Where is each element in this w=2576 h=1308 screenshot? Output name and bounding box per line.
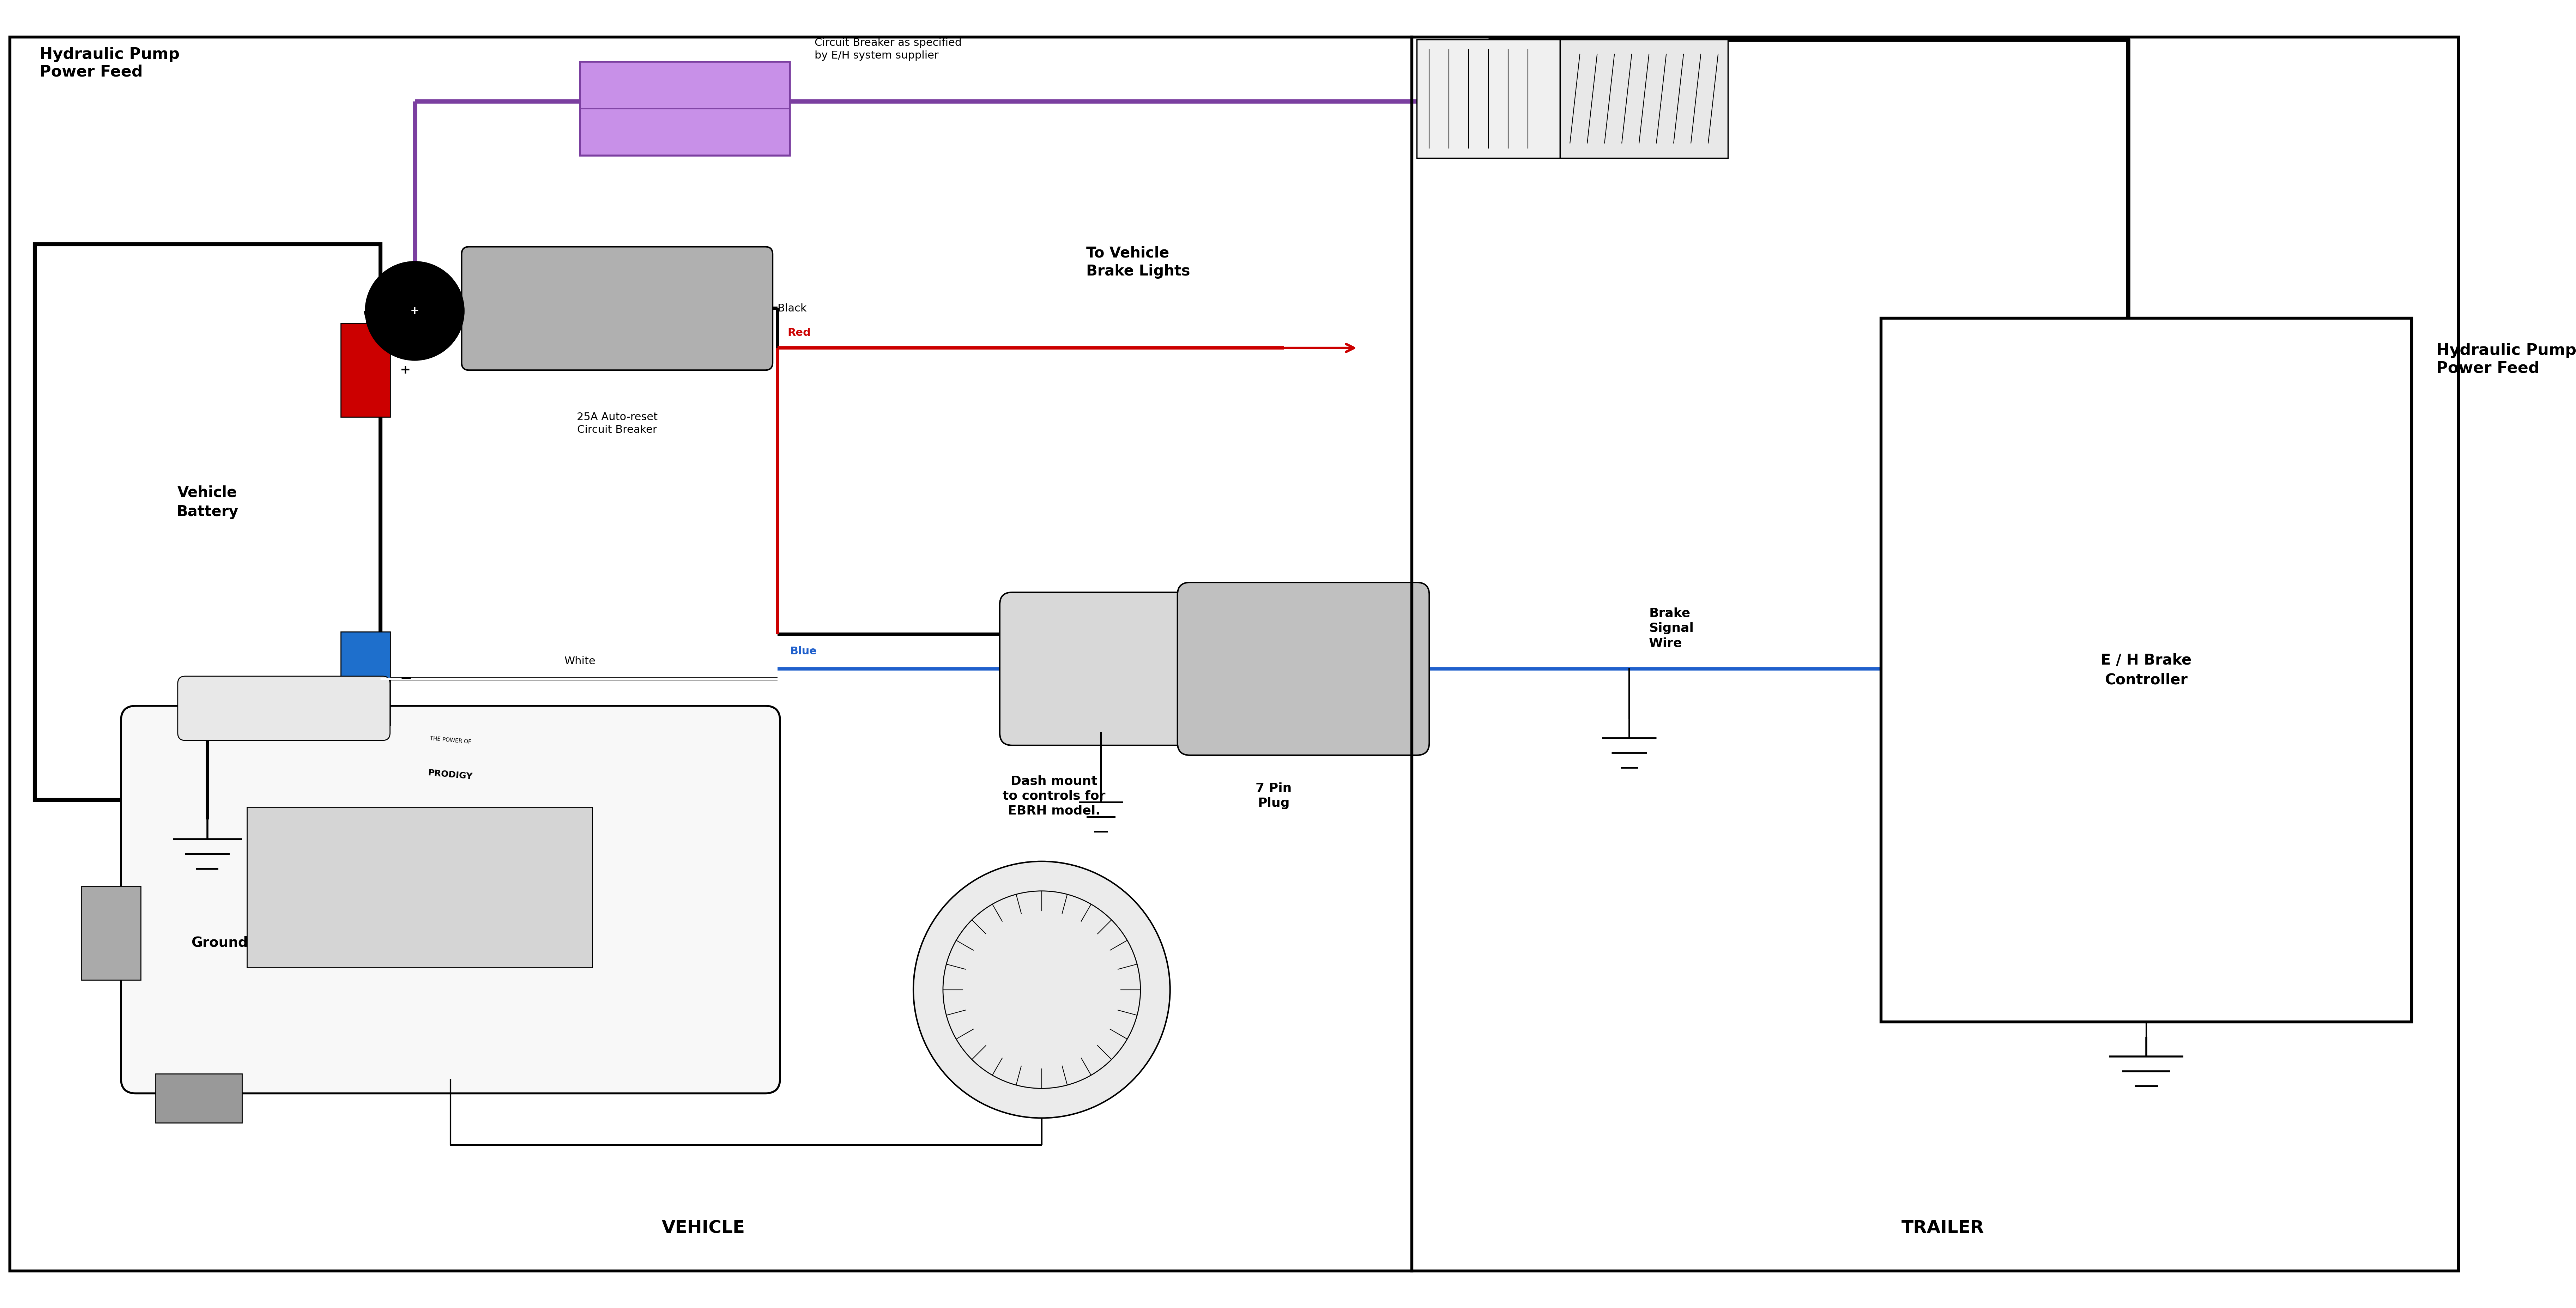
Text: Hydraulic Pump
Power Feed: Hydraulic Pump Power Feed	[39, 47, 180, 80]
Text: TRAILER: TRAILER	[1901, 1219, 1984, 1236]
Text: Dash mount
to controls for
EBRH model.: Dash mount to controls for EBRH model.	[1002, 776, 1105, 817]
FancyBboxPatch shape	[178, 676, 389, 740]
Bar	[340, 632, 389, 726]
Text: +: +	[410, 306, 420, 317]
Text: Vehicle
Battery: Vehicle Battery	[175, 485, 240, 519]
Text: VEHICLE: VEHICLE	[662, 1219, 744, 1236]
Circle shape	[366, 262, 464, 360]
Bar	[1561, 39, 1728, 158]
Bar	[340, 323, 389, 417]
Bar	[82, 886, 142, 980]
Text: Brake
Signal
Wire: Brake Signal Wire	[1649, 607, 1692, 649]
FancyBboxPatch shape	[1177, 582, 1430, 755]
Text: Red: Red	[788, 328, 811, 337]
Text: 25A Auto-reset
Circuit Breaker: 25A Auto-reset Circuit Breaker	[577, 412, 657, 436]
Bar	[247, 807, 592, 968]
Bar	[1417, 39, 1561, 158]
Text: Blue: Blue	[791, 646, 817, 657]
Bar	[155, 1074, 242, 1124]
Text: THE POWER OF: THE POWER OF	[430, 736, 471, 744]
Text: Ground: Ground	[191, 937, 247, 950]
FancyBboxPatch shape	[999, 593, 1203, 746]
FancyBboxPatch shape	[121, 706, 781, 1093]
Text: To Vehicle
Brake Lights: To Vehicle Brake Lights	[1087, 246, 1190, 279]
FancyBboxPatch shape	[461, 247, 773, 370]
Bar	[580, 61, 791, 156]
Text: E / H Brake
Controller: E / H Brake Controller	[2102, 653, 2192, 687]
Text: Hydraulic Pump
Power Feed: Hydraulic Pump Power Feed	[2437, 343, 2576, 375]
Bar	[1880, 318, 2411, 1022]
Text: 7 Pin
Plug: 7 Pin Plug	[1255, 782, 1291, 810]
Text: Black: Black	[778, 303, 806, 314]
Text: −: −	[399, 671, 412, 687]
Bar	[33, 245, 381, 799]
Circle shape	[914, 862, 1170, 1118]
Text: Circuit Breaker as specified
by E/H system supplier: Circuit Breaker as specified by E/H syst…	[814, 38, 961, 60]
Text: PRODIGY: PRODIGY	[428, 769, 474, 781]
Text: +: +	[399, 364, 410, 377]
Text: White: White	[564, 657, 595, 666]
